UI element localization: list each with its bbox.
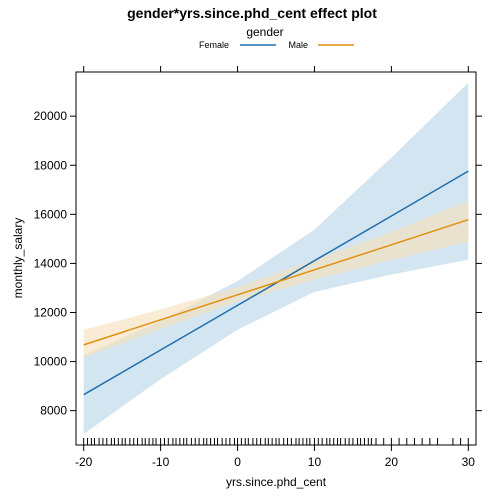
x-tick-label: 20: [385, 455, 399, 469]
legend-title: gender: [246, 25, 283, 39]
band-male: [83, 200, 469, 358]
x-tick-label: 30: [462, 455, 476, 469]
y-tick-label: 16000: [34, 207, 68, 221]
x-tick-label: 10: [308, 455, 322, 469]
plot-area: [75, 71, 477, 446]
chart-title: gender*yrs.since.phd_cent effect plot: [127, 5, 377, 21]
band-female: [83, 82, 469, 434]
y-axis-label: monthly_salary: [11, 218, 25, 299]
legend: gender Female Male: [199, 25, 354, 50]
plot-frame: [75, 71, 477, 446]
y-tick-label: 12000: [34, 305, 68, 319]
y-axis: 8000 10000 12000 14000 16000 18000 20000: [34, 109, 482, 418]
legend-entries: Female Male: [199, 40, 354, 50]
line-male: [83, 218, 469, 346]
series-lines: [83, 170, 469, 396]
confidence-bands: [83, 82, 469, 434]
rug-marks: [83, 438, 469, 445]
x-axis: -20 -10 0 10 20 30: [75, 66, 475, 469]
y-tick-label: 18000: [34, 158, 68, 172]
x-axis-label: yrs.since.phd_cent: [226, 475, 327, 489]
x-tick-label: -20: [75, 455, 93, 469]
y-tick-label: 8000: [40, 404, 67, 418]
x-tick-label: -10: [152, 455, 170, 469]
y-tick-label: 10000: [34, 355, 68, 369]
x-tick-label: 0: [234, 455, 241, 469]
legend-label-female: Female: [199, 40, 229, 50]
y-tick-label: 14000: [34, 256, 68, 270]
y-tick-label: 20000: [34, 109, 68, 123]
legend-label-male: Male: [288, 40, 308, 50]
